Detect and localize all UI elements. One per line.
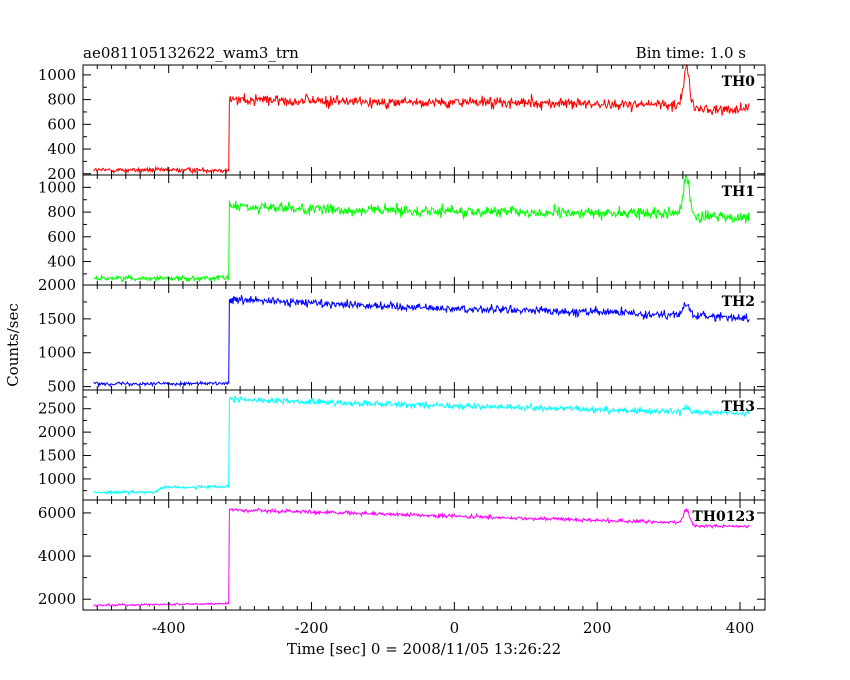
y-tick-label: 1000 bbox=[38, 66, 76, 84]
y-tick-label: 6000 bbox=[38, 504, 76, 522]
y-tick-label: 1000 bbox=[38, 344, 76, 362]
panel-frame bbox=[82, 174, 766, 286]
y-tick-label: 2000 bbox=[38, 590, 76, 608]
panel-frame bbox=[82, 284, 766, 391]
series-line-th1 bbox=[93, 174, 750, 283]
y-tick-label: 200 bbox=[47, 165, 76, 183]
y-tick-label: 1000 bbox=[38, 178, 76, 196]
y-tick-label: 400 bbox=[47, 253, 76, 271]
panel-th1: 400 600 800 1000 TH1 bbox=[38, 174, 766, 286]
panel-th0123: 2000 4000 6000 TH0123 bbox=[38, 499, 766, 611]
x-tick-label: 200 bbox=[583, 619, 612, 637]
panel-label-th1: TH1 bbox=[722, 184, 755, 200]
x-axis: -400 -200 0 200 400 bbox=[152, 619, 754, 637]
y-axis-label: Counts/sec bbox=[4, 303, 22, 387]
y-tick-label: 400 bbox=[47, 140, 76, 158]
chart-title: ae081105132622_wam3_trn bbox=[83, 44, 299, 62]
x-axis-label: Time [sec] 0 = 2008/11/05 13:26:22 bbox=[287, 640, 561, 658]
panel-frame bbox=[82, 64, 766, 176]
y-tick-label: 600 bbox=[47, 115, 76, 133]
y-tick-label: 2000 bbox=[38, 423, 76, 441]
panel-th0: 200 400 600 800 1000 TH0 bbox=[38, 63, 766, 183]
x-tick-label: -200 bbox=[295, 619, 329, 637]
y-tick-label: 1500 bbox=[38, 310, 76, 328]
panel-label-th2: TH2 bbox=[722, 294, 755, 310]
series-line-th0123 bbox=[93, 507, 750, 608]
series-line-th3 bbox=[93, 395, 750, 496]
y-tick-label: 4000 bbox=[38, 547, 76, 565]
series-line-th0 bbox=[93, 63, 750, 175]
panel-label-th3: TH3 bbox=[722, 399, 755, 415]
y-tick-label: 2500 bbox=[38, 400, 76, 418]
x-tick-label: -400 bbox=[152, 619, 186, 637]
y-tick-label: 800 bbox=[47, 91, 76, 109]
y-tick-label: 2000 bbox=[38, 276, 76, 294]
y-tick-label: 1000 bbox=[38, 470, 76, 488]
bin-time-label: Bin time: 1.0 s bbox=[636, 44, 746, 62]
panel-label-th0: TH0 bbox=[722, 74, 756, 90]
y-tick-label: 500 bbox=[47, 378, 76, 396]
x-tick-label: 400 bbox=[726, 619, 755, 637]
panel-th3: 1000 1500 2000 2500 TH3 bbox=[38, 389, 766, 501]
panel-label-th0123: TH0123 bbox=[692, 509, 755, 525]
series-line-th2 bbox=[93, 294, 750, 389]
y-tick-label: 600 bbox=[47, 228, 76, 246]
y-tick-label: 1500 bbox=[38, 447, 76, 465]
panel-th2: 500 1000 1500 2000 TH2 bbox=[38, 276, 766, 396]
x-tick-label: 0 bbox=[450, 619, 460, 637]
panel-frame bbox=[82, 499, 766, 611]
y-tick-label: 800 bbox=[47, 203, 76, 221]
